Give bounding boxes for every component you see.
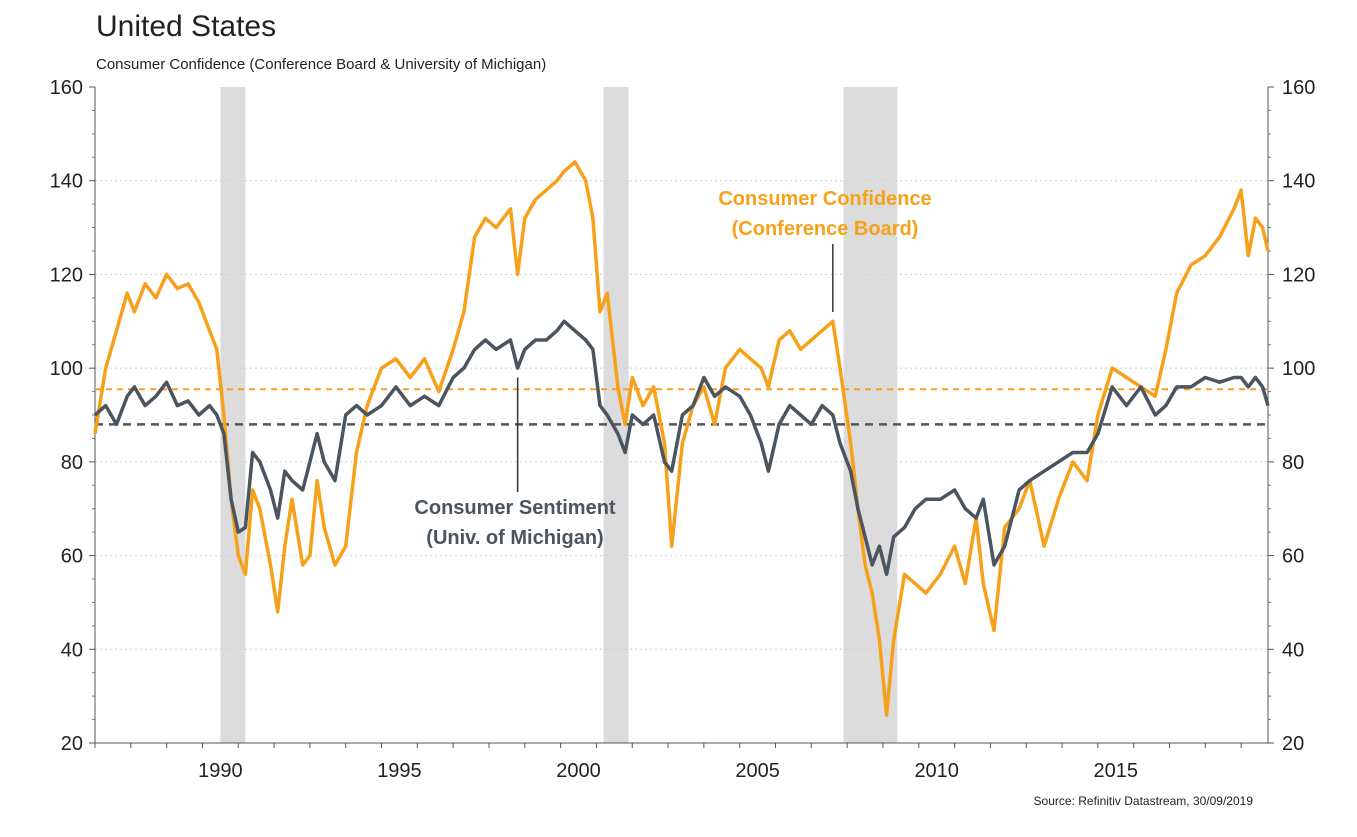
y-tick-left-80: 80	[61, 452, 83, 474]
chart-title: United States	[96, 10, 277, 43]
y-tick-right-160: 160	[1282, 77, 1315, 99]
y-tick-right-120: 120	[1282, 264, 1315, 286]
x-tick-1990: 1990	[198, 760, 243, 782]
source-note: Source: Refinitiv Datastream, 30/09/2019	[1033, 794, 1253, 808]
annotation-conference-board-line-1: (Conference Board)	[732, 218, 919, 240]
y-tick-left-140: 140	[50, 171, 83, 193]
recession-band-2	[843, 87, 898, 743]
y-tick-left-160: 160	[50, 77, 83, 99]
y-tick-left-60: 60	[61, 546, 83, 568]
y-tick-right-60: 60	[1282, 546, 1304, 568]
x-tick-2000: 2000	[556, 760, 601, 782]
series-line-michigan	[93, 319, 1270, 577]
annotation-michigan-line-1: (Univ. of Michigan)	[426, 527, 603, 549]
y-tick-right-20: 20	[1282, 733, 1304, 755]
y-tick-right-140: 140	[1282, 171, 1315, 193]
y-tick-left-120: 120	[50, 264, 83, 286]
x-tick-1995: 1995	[377, 760, 422, 782]
y-tick-left-20: 20	[61, 733, 83, 755]
annotation-michigan-line-0: Consumer Sentiment	[414, 497, 615, 519]
y-tick-left-40: 40	[61, 639, 83, 661]
x-tick-2010: 2010	[914, 760, 959, 782]
y-tick-right-100: 100	[1282, 358, 1315, 380]
y-tick-left-100: 100	[50, 358, 83, 380]
chart-subtitle: Consumer Confidence (Conference Board & …	[96, 56, 547, 73]
y-tick-right-80: 80	[1282, 452, 1304, 474]
x-tick-2005: 2005	[735, 760, 780, 782]
series-line-conference-board	[93, 160, 1270, 717]
y-tick-right-40: 40	[1282, 639, 1304, 661]
annotation-conference-board-line-0: Consumer Confidence	[718, 188, 931, 210]
x-tick-2015: 2015	[1094, 760, 1139, 782]
